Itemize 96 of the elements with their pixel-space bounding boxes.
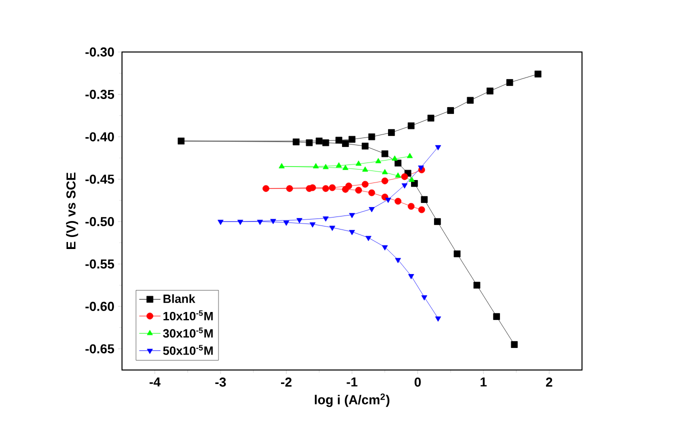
point xyxy=(420,196,428,203)
point xyxy=(322,185,330,192)
point xyxy=(218,220,224,225)
point xyxy=(486,88,494,94)
point xyxy=(292,138,300,146)
point xyxy=(178,138,185,144)
x-tick-label: -2 xyxy=(281,378,292,387)
point xyxy=(395,172,401,178)
point xyxy=(257,220,263,225)
legend-label: 50x10$^{-5}$M xyxy=(163,344,213,355)
point xyxy=(310,222,316,228)
point xyxy=(385,198,392,203)
y-tick-label: -0.50 xyxy=(85,217,114,226)
point xyxy=(427,114,434,122)
point xyxy=(345,182,352,190)
point xyxy=(283,220,290,226)
point xyxy=(388,129,395,136)
point xyxy=(368,133,376,140)
point xyxy=(306,139,313,146)
x-tick-label: -3 xyxy=(215,378,226,387)
point xyxy=(262,185,270,192)
point xyxy=(510,341,518,348)
legend-label: 30x10$^{-5}$M xyxy=(163,328,213,338)
point xyxy=(237,220,244,225)
point xyxy=(362,166,368,172)
point xyxy=(336,162,342,168)
point xyxy=(406,152,413,158)
point xyxy=(335,136,342,144)
point xyxy=(349,213,355,218)
point xyxy=(322,139,330,146)
point xyxy=(493,313,500,320)
point xyxy=(435,316,442,322)
point xyxy=(418,206,426,214)
point xyxy=(322,164,329,170)
y-tick-label: -0.60 xyxy=(85,302,114,311)
y-tick-label: -0.30 xyxy=(85,47,114,57)
point xyxy=(381,178,388,184)
point xyxy=(435,145,442,150)
y-tick-label: -0.35 xyxy=(85,90,114,99)
legend-label: 10x10$^{-5}$M xyxy=(163,310,213,320)
point xyxy=(329,226,336,231)
point xyxy=(454,250,461,258)
x-tick-label: 0 xyxy=(414,378,421,387)
point xyxy=(312,163,319,168)
point xyxy=(348,136,356,143)
point xyxy=(375,158,382,164)
point xyxy=(395,258,401,264)
point xyxy=(270,218,276,224)
point xyxy=(401,173,408,180)
point xyxy=(534,70,542,78)
point xyxy=(408,122,415,130)
legend-label: Blank xyxy=(164,294,196,304)
point xyxy=(402,183,408,189)
x-axis-title: log i (A/cm$^{2}$) xyxy=(314,394,390,407)
point xyxy=(394,160,402,166)
point xyxy=(418,166,424,171)
x-tick-label: -4 xyxy=(150,378,161,386)
point xyxy=(381,150,388,158)
point xyxy=(382,169,388,174)
point xyxy=(342,140,349,147)
y-tick-label: -0.45 xyxy=(85,174,114,184)
point xyxy=(278,163,285,168)
point xyxy=(434,218,441,225)
point xyxy=(368,207,375,212)
y-tick-label: -0.65 xyxy=(85,344,114,354)
point xyxy=(309,184,316,192)
point xyxy=(368,189,376,196)
point xyxy=(316,138,323,144)
point xyxy=(349,230,355,236)
y-tick-label: -0.40 xyxy=(85,132,114,142)
point xyxy=(408,274,414,280)
point xyxy=(382,245,388,250)
point xyxy=(421,295,428,300)
point xyxy=(286,185,293,192)
point xyxy=(473,282,480,289)
point xyxy=(394,198,402,205)
point xyxy=(408,176,415,182)
point xyxy=(408,202,415,210)
point xyxy=(362,180,369,188)
point xyxy=(365,236,372,242)
point xyxy=(342,164,348,170)
point xyxy=(328,184,336,192)
point xyxy=(447,107,454,114)
point xyxy=(296,218,302,224)
point xyxy=(362,142,369,150)
point xyxy=(355,186,362,194)
x-tick-label: -1 xyxy=(346,378,358,386)
x-tick-label: 2 xyxy=(546,378,552,387)
point xyxy=(322,216,329,222)
y-tick-label: -0.55 xyxy=(85,259,114,269)
point xyxy=(392,155,398,161)
x-tick-label: 1 xyxy=(480,378,487,386)
y-axis-title: E (V) vs SCE xyxy=(66,172,78,250)
point xyxy=(466,96,474,104)
point xyxy=(356,160,362,166)
point xyxy=(506,79,514,86)
